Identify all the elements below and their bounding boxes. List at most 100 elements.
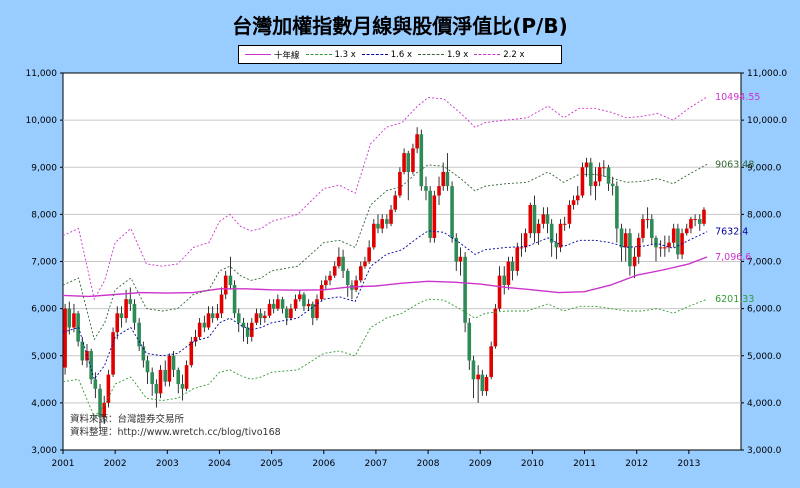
legend-item: 1.6 x bbox=[356, 50, 412, 60]
candle-up bbox=[441, 171, 446, 187]
candle-up bbox=[597, 167, 602, 182]
candle-down bbox=[210, 313, 215, 319]
x-tick-label: 2002 bbox=[104, 459, 127, 469]
candle-up bbox=[267, 303, 272, 316]
candle-up bbox=[324, 280, 328, 286]
candle-down bbox=[302, 294, 306, 307]
candle-up bbox=[458, 256, 463, 262]
x-tick-label: 2003 bbox=[156, 459, 179, 469]
candle-up bbox=[372, 223, 376, 248]
candle-down bbox=[463, 256, 467, 323]
y-tick-right: 6,000.0 bbox=[747, 305, 782, 315]
candle-up bbox=[497, 275, 502, 309]
candle-up bbox=[111, 332, 115, 375]
candle-up bbox=[254, 313, 259, 323]
candle-down bbox=[450, 186, 454, 238]
candle-up bbox=[693, 219, 697, 221]
candle-up bbox=[72, 313, 76, 328]
candle-down bbox=[80, 341, 85, 361]
candle-down bbox=[232, 285, 237, 314]
candle-down bbox=[98, 388, 102, 418]
candle-up bbox=[297, 294, 302, 300]
candle-up bbox=[319, 285, 324, 300]
candle-up bbox=[663, 247, 667, 249]
x-tick-label: 2005 bbox=[260, 459, 283, 469]
candle-down bbox=[284, 308, 289, 319]
candle-up bbox=[636, 237, 641, 257]
candle-up bbox=[684, 228, 689, 234]
candle-down bbox=[93, 379, 98, 389]
y-tick-right: 11,000.0 bbox=[747, 69, 787, 79]
x-tick-label: 2006 bbox=[312, 459, 335, 469]
candle-down bbox=[697, 219, 702, 224]
candle-down bbox=[588, 162, 593, 187]
y-tick-left: 8,000 bbox=[31, 210, 57, 220]
candle-up bbox=[389, 209, 393, 224]
y-tick-left: 11,000 bbox=[26, 69, 58, 79]
candle-up bbox=[658, 247, 663, 249]
candle-up bbox=[328, 275, 332, 281]
candle-down bbox=[345, 270, 350, 286]
candle-up bbox=[167, 355, 172, 382]
candle-up bbox=[541, 214, 546, 224]
candle-up bbox=[432, 195, 437, 238]
chart-title: 台灣加權指數月線與股價淨值比(P/B) bbox=[232, 14, 568, 38]
legend-swatch bbox=[305, 54, 332, 55]
candle-up bbox=[358, 266, 363, 281]
candle-down bbox=[545, 214, 550, 224]
candle-up bbox=[580, 167, 585, 196]
candle-up bbox=[124, 299, 128, 319]
candle-up bbox=[476, 374, 480, 380]
series-line-2-2x bbox=[62, 96, 708, 301]
candle-down bbox=[628, 233, 632, 267]
candle-down bbox=[67, 308, 72, 328]
candle-up bbox=[63, 308, 67, 368]
candle-up bbox=[571, 200, 576, 205]
candle-up bbox=[332, 266, 337, 276]
legend-swatch bbox=[361, 54, 388, 55]
x-tick-label: 2011 bbox=[573, 459, 596, 469]
candle-up bbox=[289, 308, 293, 319]
candle-down bbox=[280, 299, 285, 309]
candle-up bbox=[315, 299, 319, 319]
candle-up bbox=[354, 280, 358, 290]
candle-down bbox=[471, 360, 476, 380]
y-tick-right: 7,000.0 bbox=[747, 258, 782, 268]
candle-down bbox=[428, 190, 432, 238]
candle-up bbox=[602, 167, 606, 169]
candle-down bbox=[510, 261, 515, 271]
candle-up bbox=[219, 294, 224, 314]
candle-up bbox=[106, 374, 111, 403]
series-line-十年線 bbox=[62, 256, 708, 298]
legend-item: 2.2 x bbox=[468, 49, 525, 60]
x-tick-label: 2013 bbox=[677, 459, 700, 469]
candle-up bbox=[215, 313, 220, 319]
x-tick-label: 2010 bbox=[521, 459, 544, 469]
candle-up bbox=[667, 242, 671, 248]
candle-down bbox=[137, 322, 141, 347]
candle-down bbox=[341, 256, 345, 271]
candle-up bbox=[623, 233, 628, 248]
candle-down bbox=[176, 369, 181, 385]
legend-swatch bbox=[474, 54, 501, 55]
candle-down bbox=[258, 313, 263, 319]
candle-up bbox=[632, 256, 637, 267]
candle-down bbox=[610, 183, 615, 187]
y-tick-left: 6,000 bbox=[31, 305, 57, 315]
candle-up bbox=[536, 223, 541, 234]
candle-down bbox=[271, 303, 276, 309]
candle-up bbox=[398, 171, 402, 196]
y-tick-left: 5,000 bbox=[31, 352, 57, 362]
y-tick-left: 3,000 bbox=[31, 446, 57, 456]
legend-label: 1.3 x bbox=[334, 49, 356, 60]
series-end-label: 7,096.6 bbox=[715, 252, 751, 263]
legend-label: 2.2 x bbox=[503, 49, 525, 60]
candle-up bbox=[489, 346, 493, 377]
candle-down bbox=[180, 384, 185, 389]
candle-down bbox=[606, 167, 611, 184]
x-tick-label: 2004 bbox=[208, 459, 231, 469]
candle-up bbox=[115, 313, 120, 333]
candle-up bbox=[367, 247, 371, 262]
legend-label: 1.9 x bbox=[447, 49, 469, 60]
candle-down bbox=[419, 134, 424, 187]
